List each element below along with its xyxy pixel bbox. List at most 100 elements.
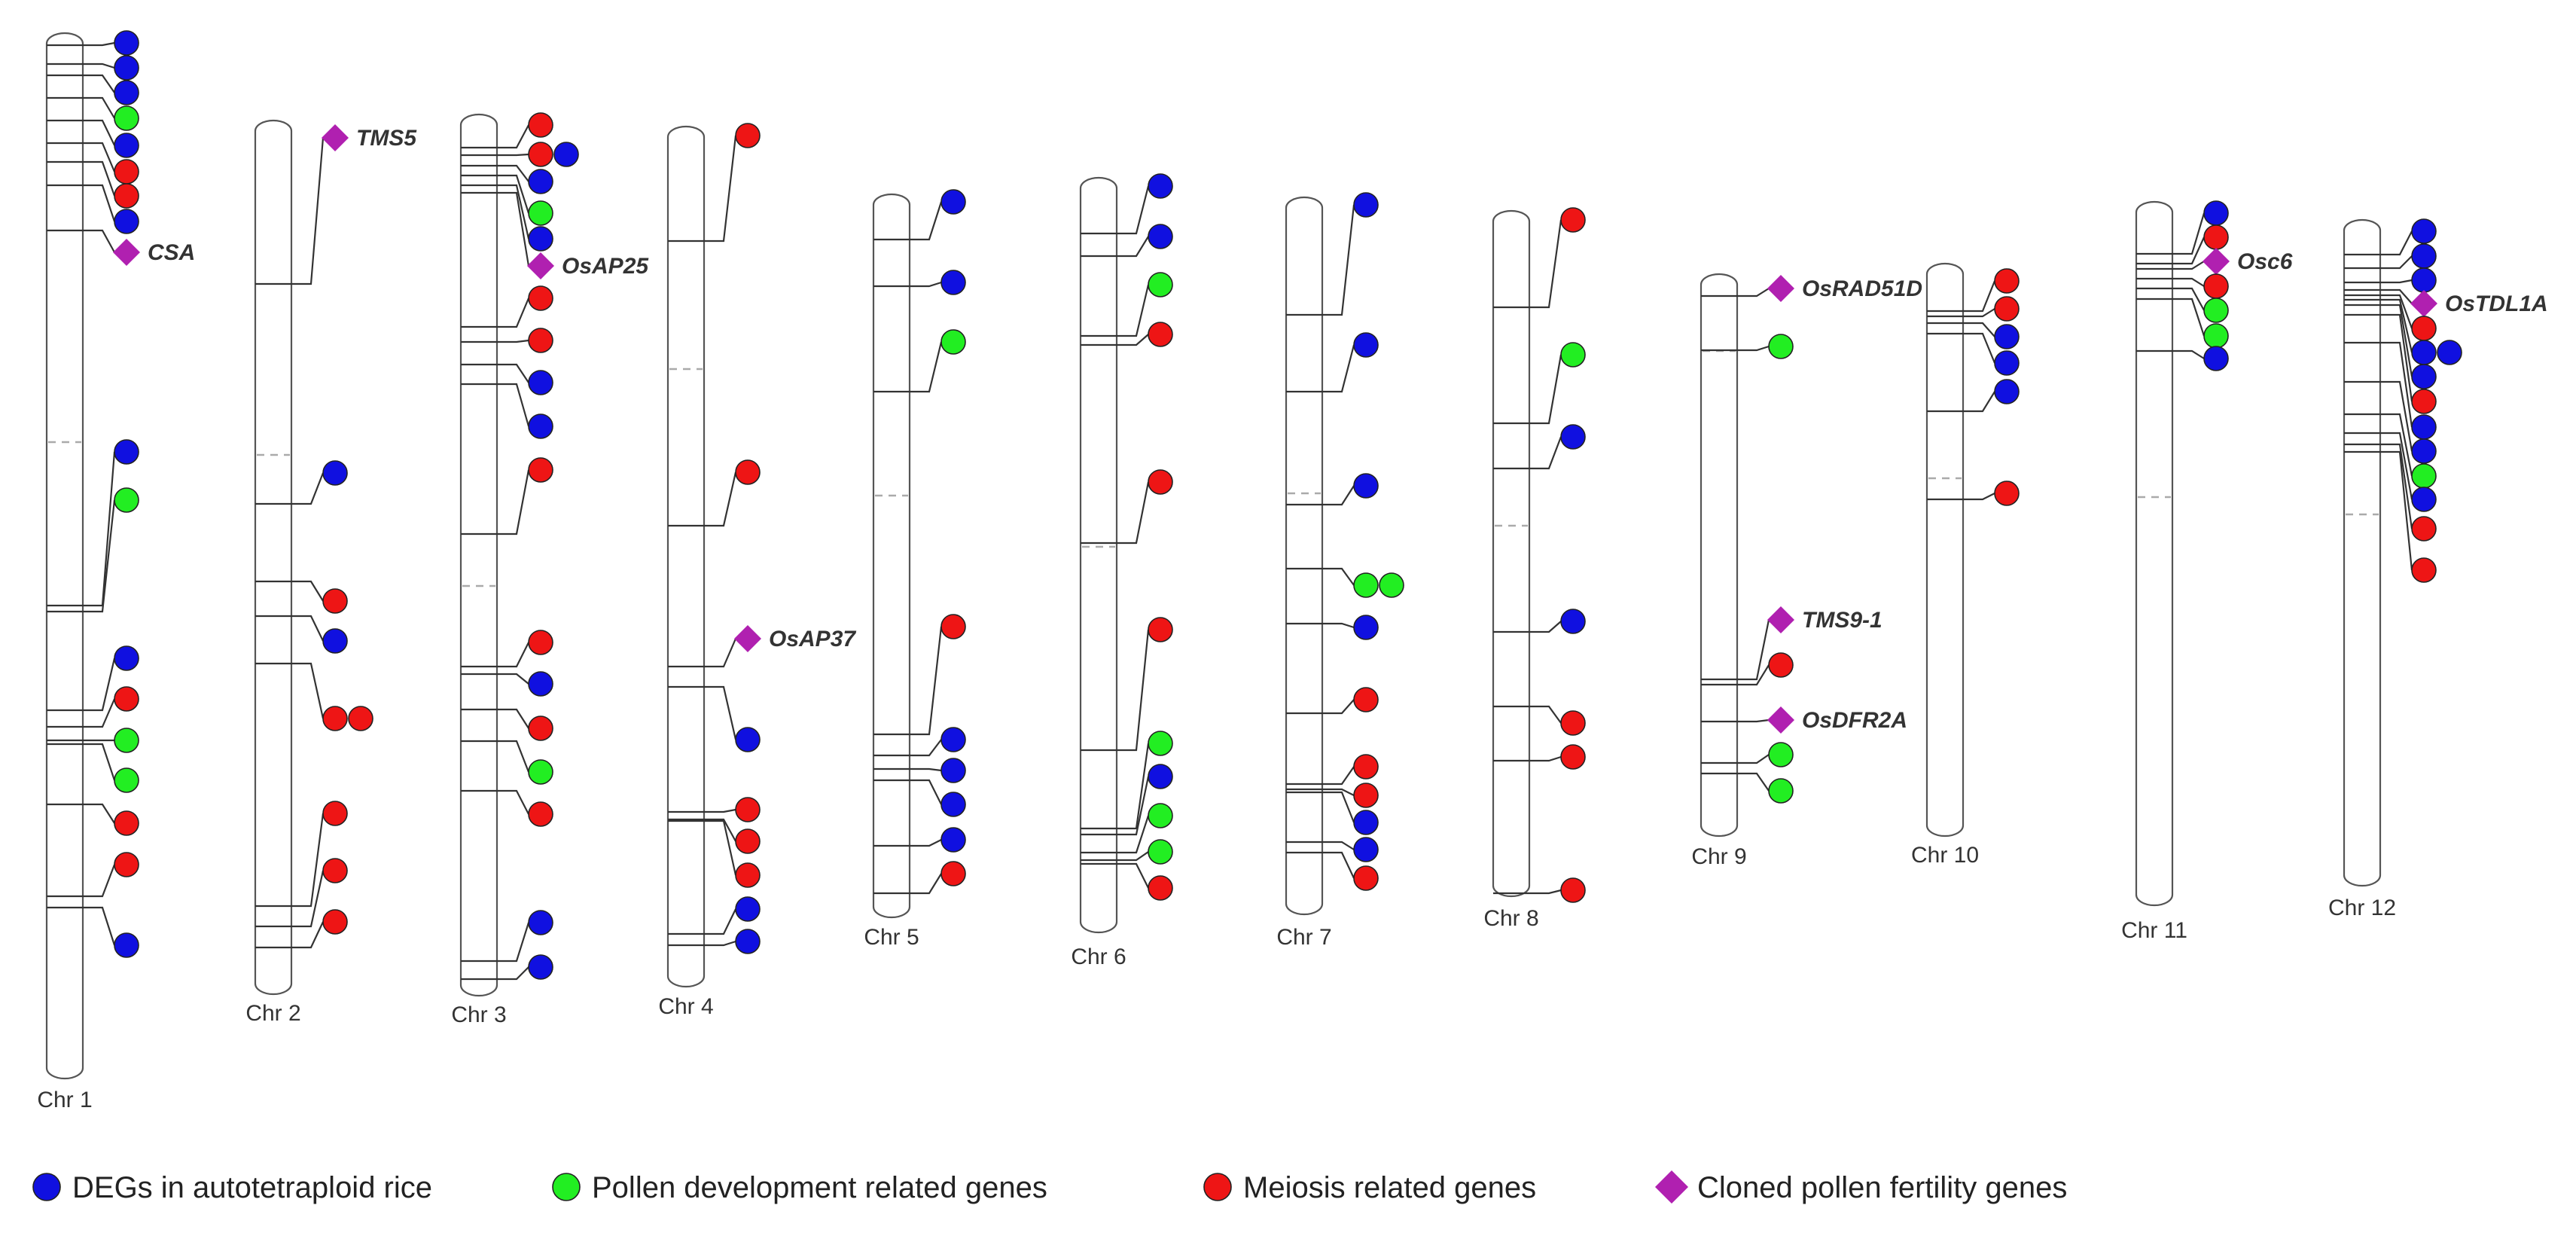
meiosis-gene-marker xyxy=(528,716,553,741)
marker-connector xyxy=(1529,621,1562,633)
marker-connector xyxy=(1117,284,1150,337)
marker-connector xyxy=(1963,332,1996,364)
marker-connector xyxy=(704,908,736,935)
marker-connector xyxy=(2380,288,2413,304)
chromosome-body xyxy=(1079,176,1118,934)
marker-connector xyxy=(497,708,529,729)
chromosome-5: Chr 5 xyxy=(864,189,966,950)
meiosis-gene-marker xyxy=(1560,710,1586,736)
marker-connector xyxy=(83,229,115,253)
marker-connector xyxy=(1322,567,1355,586)
meiosis-gene-marker xyxy=(528,285,553,311)
meiosis-gene-marker xyxy=(322,706,348,731)
gene-label: OsRAD51D xyxy=(1802,276,1922,301)
marker-connector xyxy=(1529,889,1562,895)
chromosome-label: Chr 3 xyxy=(451,1002,506,1027)
meiosis-gene-marker xyxy=(528,112,553,138)
chromosome-label: Chr 8 xyxy=(1483,906,1538,931)
marker-connector xyxy=(497,673,529,685)
marker-connector xyxy=(910,341,943,393)
meiosis-gene-marker xyxy=(2203,224,2229,250)
marker-connector xyxy=(704,685,737,740)
meiosis-gene-marker xyxy=(1994,296,2020,322)
marker-connector xyxy=(1529,436,1562,470)
deg-gene-marker xyxy=(528,226,553,252)
marker-connector xyxy=(910,739,942,757)
pollen-gene-marker xyxy=(1768,778,1794,804)
deg-gene-marker xyxy=(553,142,579,167)
deg-gene-marker xyxy=(528,910,553,935)
marker-connector xyxy=(2380,443,2413,529)
gene-label: TMS5 xyxy=(356,126,417,151)
marker-connector xyxy=(497,174,530,214)
deg-gene-marker xyxy=(1353,615,1379,640)
marker-connector xyxy=(910,626,943,736)
deg-gene-marker xyxy=(2411,340,2437,365)
meiosis-gene-marker xyxy=(2411,557,2437,583)
deg-gene-marker xyxy=(114,645,139,671)
pollen-gene-marker xyxy=(1560,342,1586,368)
marker-connector xyxy=(291,870,325,928)
marker-connector xyxy=(704,818,736,842)
meiosis-gene-marker xyxy=(1560,744,1586,770)
meiosis-gene-marker xyxy=(322,801,348,826)
meiosis-gene-marker xyxy=(1994,268,2020,294)
pollen-gene-marker xyxy=(1353,572,1379,598)
chromosome-11: Chr 11 Osc6 xyxy=(2121,200,2293,943)
chromosome-body xyxy=(872,193,911,919)
meiosis-gene-marker xyxy=(114,686,139,712)
deg-gene-marker xyxy=(2203,200,2229,226)
chromosome-body xyxy=(1700,273,1739,838)
chromosome-10: Chr 10 xyxy=(1911,262,2020,868)
gene-label: OsTDL1A xyxy=(2445,291,2548,316)
marker-connector xyxy=(1737,288,1770,297)
gene-label: Osc6 xyxy=(2237,249,2293,274)
marker-connector xyxy=(1963,280,1996,313)
deg-gene-marker xyxy=(940,827,966,853)
meiosis-gene-marker xyxy=(1148,469,1173,495)
marker-connector xyxy=(1737,664,1770,686)
marker-connector xyxy=(1322,841,1355,850)
chromosome-2: Chr 2 TMS5 xyxy=(245,119,417,1026)
marker-connector xyxy=(497,297,530,328)
chromosome-label: Chr 11 xyxy=(2121,918,2187,943)
marker-connector xyxy=(83,698,116,728)
meiosis-gene-marker xyxy=(322,858,348,883)
chromosome-body xyxy=(1925,262,1965,838)
marker-connector xyxy=(1529,219,1562,309)
deg-gene-marker xyxy=(114,932,139,958)
marker-connector xyxy=(1117,334,1149,346)
marker-connector xyxy=(910,839,942,847)
deg-gene-marker xyxy=(1353,473,1379,499)
marker-connector xyxy=(291,580,324,602)
marker-connector xyxy=(1963,308,1995,318)
marker-connector xyxy=(83,499,116,613)
deg-gene-marker xyxy=(940,758,966,783)
legend: DEGs in autotetraploid rice Pollen develo… xyxy=(32,1170,2067,1204)
marker-connector xyxy=(497,966,529,981)
deg-gene-marker xyxy=(114,133,139,158)
pollen-gene-marker xyxy=(528,200,553,226)
marker-connector xyxy=(704,638,737,668)
chromosome-label: Chr 10 xyxy=(1911,843,1979,868)
marker-connector xyxy=(704,808,736,813)
deg-gene-marker xyxy=(2411,267,2437,293)
marker-connector xyxy=(1737,345,1770,352)
meiosis-gene-marker xyxy=(114,810,139,836)
marker-connector xyxy=(83,864,116,898)
chromosome-label: Chr 7 xyxy=(1276,925,1331,950)
chromosome-body xyxy=(1285,196,1324,916)
marker-connector xyxy=(497,339,529,343)
cloned-gene-marker xyxy=(1767,275,1794,302)
cloned-gene-marker xyxy=(1767,606,1794,633)
meiosis-gene-marker xyxy=(322,909,348,935)
deg-gene-marker xyxy=(114,209,139,234)
marker-connector xyxy=(2380,380,2413,452)
deg-gene-marker xyxy=(2203,346,2229,371)
meiosis-gene-marker xyxy=(528,142,553,167)
meiosis-gene-marker xyxy=(114,159,139,185)
deg-gene-marker xyxy=(528,169,553,194)
meiosis-gene-marker xyxy=(735,123,761,148)
marker-connector xyxy=(1737,719,1770,723)
